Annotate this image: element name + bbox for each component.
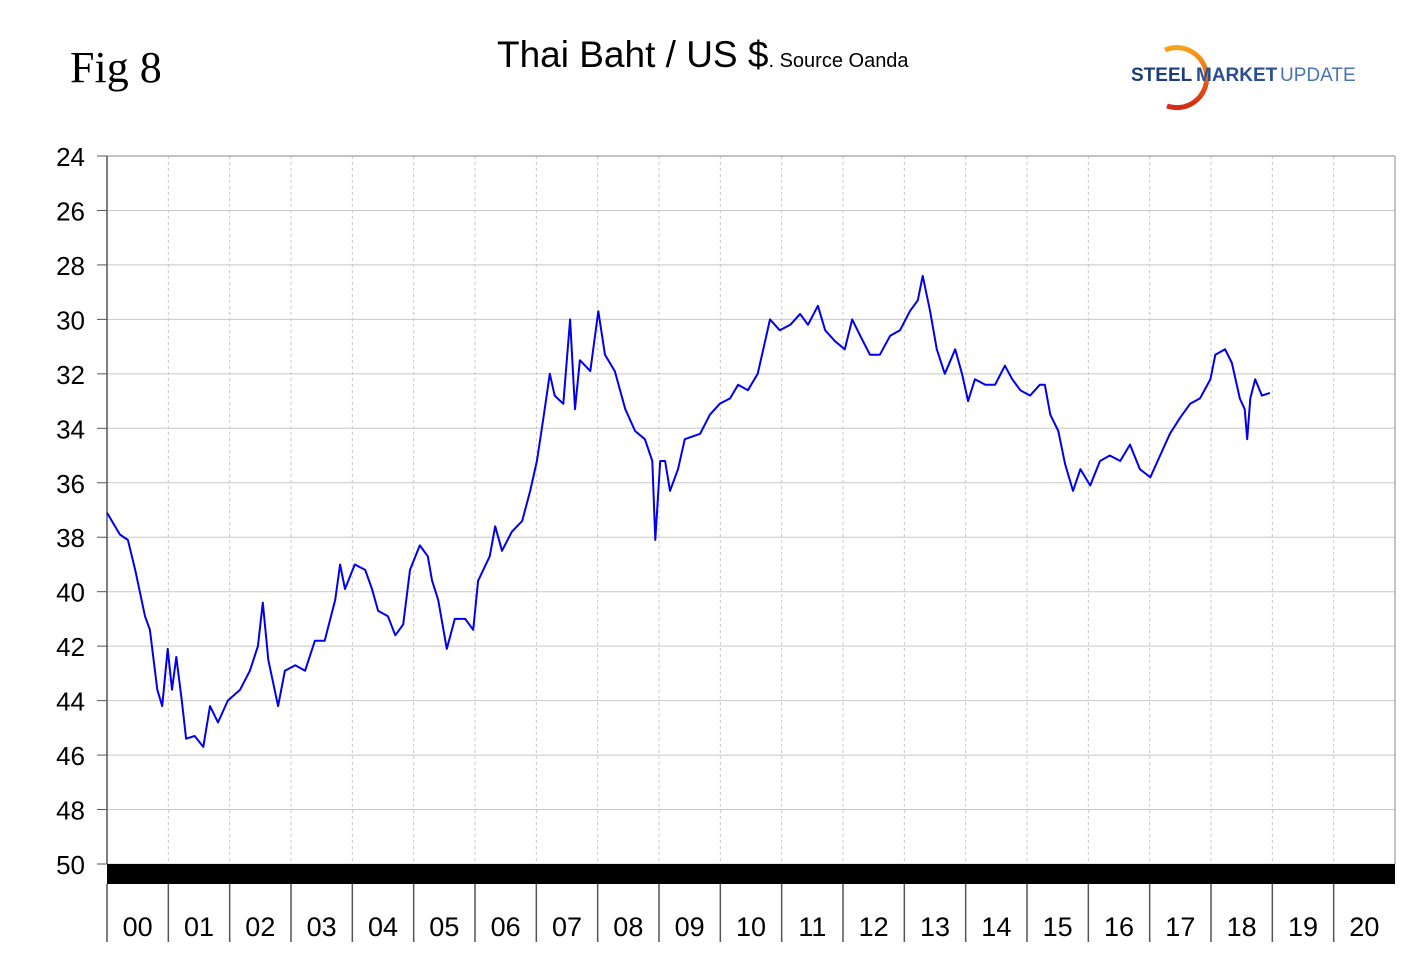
- x-tick-label: 01: [184, 912, 214, 942]
- y-tick-label: 40: [56, 578, 85, 608]
- y-tick-label: 30: [56, 305, 85, 335]
- x-tick-label: 06: [491, 912, 521, 942]
- y-tick-label: 32: [56, 360, 85, 390]
- y-tick-label: 42: [56, 632, 85, 662]
- y-tick-labels: 24 26 28 30 32 34 36 38 40 42 44 46 48 50: [56, 142, 85, 880]
- x-tick-label: 02: [245, 912, 275, 942]
- x-tick-label: 11: [798, 912, 826, 942]
- x-tick-label: 12: [859, 912, 889, 942]
- x-tick-label: 10: [736, 912, 766, 942]
- chart-title-block: Thai Baht / US $. Source Oanda: [497, 34, 909, 76]
- chart-title: Thai Baht / US $: [497, 34, 769, 75]
- x-tick-label: 00: [123, 912, 153, 942]
- steel-market-update-logo: STEEL MARKET UPDATE: [1131, 45, 1356, 111]
- figure-label: Fig 8: [70, 43, 162, 92]
- x-tick-label: 09: [675, 912, 705, 942]
- y-tick-label: 28: [56, 251, 85, 281]
- x-tick-labels: 00 01 02 03 04 05 06 07 08 09 10 11 12 13 14 15 16 17 18 19…: [123, 912, 1380, 942]
- x-tick-label: 19: [1288, 912, 1318, 942]
- x-tick-label: 07: [552, 912, 582, 942]
- x-tick-label: 13: [920, 912, 950, 942]
- svg-text:STEEL: STEEL: [1131, 65, 1193, 86]
- series-lines: [106, 274, 1271, 748]
- y-tick-label: 44: [56, 687, 85, 717]
- gridlines: [107, 155, 1395, 865]
- y-tick-label: 50: [56, 850, 85, 880]
- y-tick-label: 36: [56, 469, 85, 499]
- y-tick-label: 24: [56, 142, 85, 172]
- x-tick-label: 04: [368, 912, 398, 942]
- x-tick-label: 20: [1349, 912, 1379, 942]
- y-tick-label: 38: [56, 523, 85, 553]
- x-tick-label: 03: [307, 912, 337, 942]
- svg-text:MARKET: MARKET: [1196, 65, 1278, 86]
- x-tick-label: 18: [1227, 912, 1257, 942]
- chart-subtitle: . Source Oanda: [768, 50, 909, 72]
- x-tick-label: 17: [1165, 912, 1195, 942]
- x-tick-label: 15: [1043, 912, 1073, 942]
- series-line: [106, 274, 1271, 748]
- svg-text:UPDATE: UPDATE: [1280, 65, 1356, 86]
- axes: [97, 155, 1396, 942]
- x-tick-label: 08: [613, 912, 643, 942]
- x-tick-label: 05: [429, 912, 459, 942]
- y-tick-label: 48: [56, 796, 85, 826]
- y-tick-label: 34: [56, 414, 85, 444]
- y-tick-label: 46: [56, 741, 85, 771]
- y-tick-label: 26: [56, 196, 85, 226]
- x-tick-label: 14: [981, 912, 1011, 942]
- x-tick-label: 16: [1104, 912, 1134, 942]
- x-axis-bar: [107, 864, 1395, 884]
